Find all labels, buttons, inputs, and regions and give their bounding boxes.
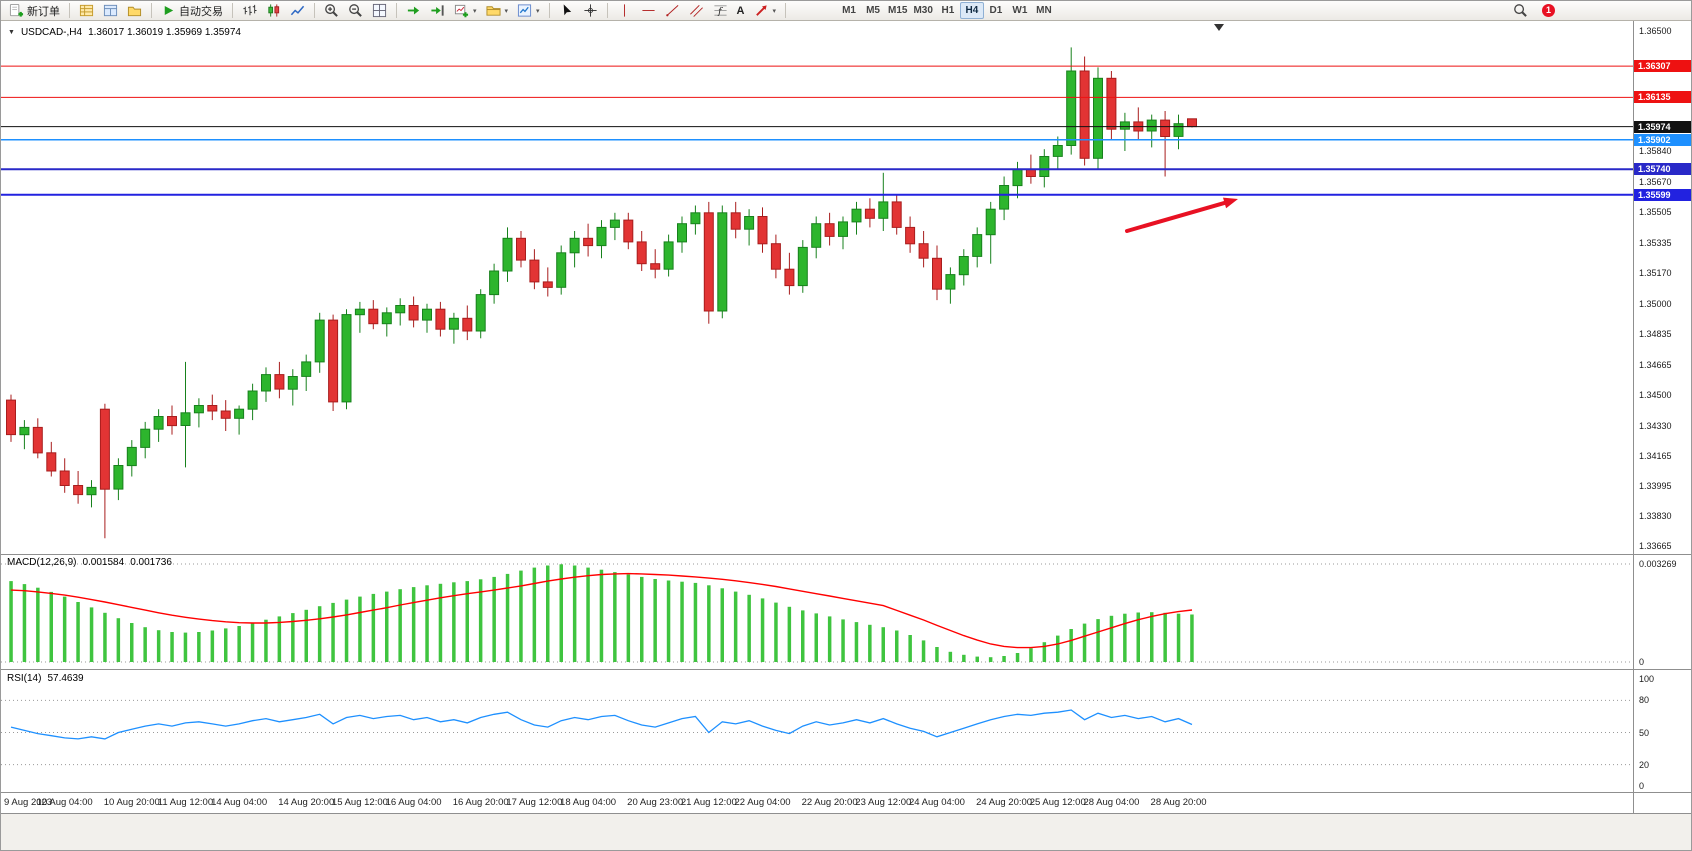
tile-windows-button[interactable] — [368, 2, 391, 20]
new-chart-icon — [454, 3, 469, 18]
autotrading-button[interactable]: 自动交易 — [157, 2, 227, 20]
fibonacci-button[interactable]: f — [709, 2, 732, 20]
bar-chart-button[interactable] — [238, 2, 261, 20]
hline-icon — [641, 3, 656, 18]
templates-icon — [517, 3, 532, 18]
trendline-icon — [665, 3, 680, 18]
zoom-in-button[interactable] — [320, 2, 343, 20]
text-button[interactable]: A — [733, 2, 749, 20]
new-order-icon — [9, 3, 24, 18]
macd-value-main: 0.001584 — [82, 557, 125, 568]
chart-window[interactable]: 1.36500 1.35840 1.35670 1.35505 1.35335 1.351… — [1, 21, 1692, 851]
toolbar-separator — [396, 3, 397, 18]
arrows-button[interactable]: ▾ — [750, 2, 781, 20]
timeframe-m15-button[interactable]: M15 — [888, 5, 908, 16]
new-order-button-label: 新订单 — [27, 5, 60, 18]
toolbar-separator — [232, 3, 233, 18]
crosshair-button[interactable] — [579, 2, 602, 20]
equidistant-channel-button[interactable] — [685, 2, 708, 20]
chevron-down-icon: ▾ — [504, 7, 509, 15]
autotrading-icon — [161, 3, 176, 18]
timeframe-h4-button[interactable]: H4 — [959, 2, 984, 19]
cursor-icon — [559, 3, 574, 18]
chevron-down-icon: ▾ — [772, 7, 777, 15]
toolbar-separator — [785, 3, 787, 18]
toolbar: 新订单 自动交易 ▾ ▾ ▾ f A ▾ M1 M5 M15 M30 H1 H4 D1 W1 MN 1 — [1, 1, 1691, 21]
chevron-down-icon: ▾ — [536, 7, 540, 15]
chart-shift-marker — [1214, 24, 1224, 31]
toolbar-separator — [314, 3, 315, 18]
autotrading-button-label: 自动交易 — [179, 5, 223, 18]
profiles-icon — [485, 3, 501, 18]
timeframe-m5-button[interactable]: M5 — [866, 5, 880, 16]
arrows-icon — [754, 3, 769, 18]
vline-icon — [617, 3, 632, 18]
chart-shift-icon — [430, 3, 445, 18]
bar-chart-icon — [242, 3, 257, 18]
data-window-button[interactable] — [99, 2, 122, 20]
cursor-button[interactable] — [555, 2, 578, 20]
rsi-indicator — [1, 699, 1633, 766]
text-button-label: A — [736, 4, 745, 17]
rsi-label: RSI(14) 57.4639 — [7, 673, 84, 684]
toolbar-separator — [606, 3, 608, 18]
chart-shift-button[interactable] — [426, 2, 449, 20]
toolbar-separator — [69, 3, 70, 18]
fibonacci-icon: f — [713, 3, 728, 18]
trend-arrow-annotation[interactable] — [1125, 197, 1238, 233]
zoom-in-icon — [324, 3, 339, 18]
timeframe-m30-button[interactable]: M30 — [913, 5, 933, 16]
notification-badge[interactable]: 1 — [1542, 4, 1555, 17]
candle-chart-button[interactable] — [262, 2, 285, 20]
toolbar-right: 1 — [1509, 2, 1555, 20]
timeframe-group: M1 M5 M15 M30 H1 H4 D1 W1 MN — [837, 2, 1056, 19]
new-chart-button[interactable]: ▾ — [450, 2, 481, 20]
timeframe-w1-button[interactable]: W1 — [1012, 5, 1028, 16]
navigator-icon — [127, 3, 142, 18]
auto-scroll-icon — [406, 3, 421, 18]
horizontal-line-button[interactable] — [637, 2, 660, 20]
chevron-down-icon: ▾ — [473, 7, 477, 15]
timeframe-h1-button[interactable]: H1 — [941, 5, 955, 16]
candle-chart-icon — [266, 3, 281, 18]
data-window-icon — [103, 3, 118, 18]
timeframe-m1-button[interactable]: M1 — [842, 5, 856, 16]
channel-icon — [689, 3, 704, 18]
macd-title: MACD(12,26,9) — [7, 557, 77, 568]
rsi-title: RSI(14) — [7, 673, 42, 684]
profiles-button[interactable]: ▾ — [482, 2, 513, 20]
tile-windows-icon — [372, 3, 387, 18]
chart-symbol-period: USDCAD-,H4 — [20, 27, 83, 38]
candlesticks — [6, 47, 1197, 539]
rsi-value: 57.4639 — [47, 673, 84, 684]
svg-text:f: f — [717, 6, 723, 17]
line-chart-button[interactable] — [286, 2, 309, 20]
line-chart-icon — [290, 3, 305, 18]
crosshair-icon — [583, 3, 598, 18]
chart-title: ▼ USDCAD-,H4 1.36017 1.36019 1.35969 1.3… — [8, 27, 241, 38]
auto-scroll-button[interactable] — [402, 2, 425, 20]
zoom-out-icon — [348, 3, 363, 18]
search-icon[interactable] — [1509, 2, 1532, 20]
navigator-button[interactable] — [123, 2, 146, 20]
macd-indicator — [1, 563, 1633, 663]
vertical-line-button[interactable] — [613, 2, 636, 20]
timeframe-mn-button[interactable]: MN — [1036, 5, 1052, 16]
timeframe-d1-button[interactable]: D1 — [989, 5, 1003, 16]
templates-button[interactable]: ▾ — [513, 2, 544, 20]
macd-label: MACD(12,26,9) 0.001584 0.001736 — [7, 557, 172, 568]
zoom-out-button[interactable] — [344, 2, 367, 20]
chart-canvas[interactable] — [1, 21, 1692, 851]
market-watch-button[interactable] — [75, 2, 98, 20]
new-order-button[interactable]: 新订单 — [5, 2, 64, 20]
chart-dropdown-icon[interactable]: ▼ — [8, 28, 15, 36]
toolbar-separator — [548, 3, 550, 18]
trendline-button[interactable] — [661, 2, 684, 20]
market-watch-icon — [79, 3, 94, 18]
chart-ohlc: 1.36017 1.36019 1.35969 1.35974 — [88, 27, 241, 38]
macd-value-signal: 0.001736 — [130, 557, 172, 568]
toolbar-separator — [151, 3, 152, 18]
